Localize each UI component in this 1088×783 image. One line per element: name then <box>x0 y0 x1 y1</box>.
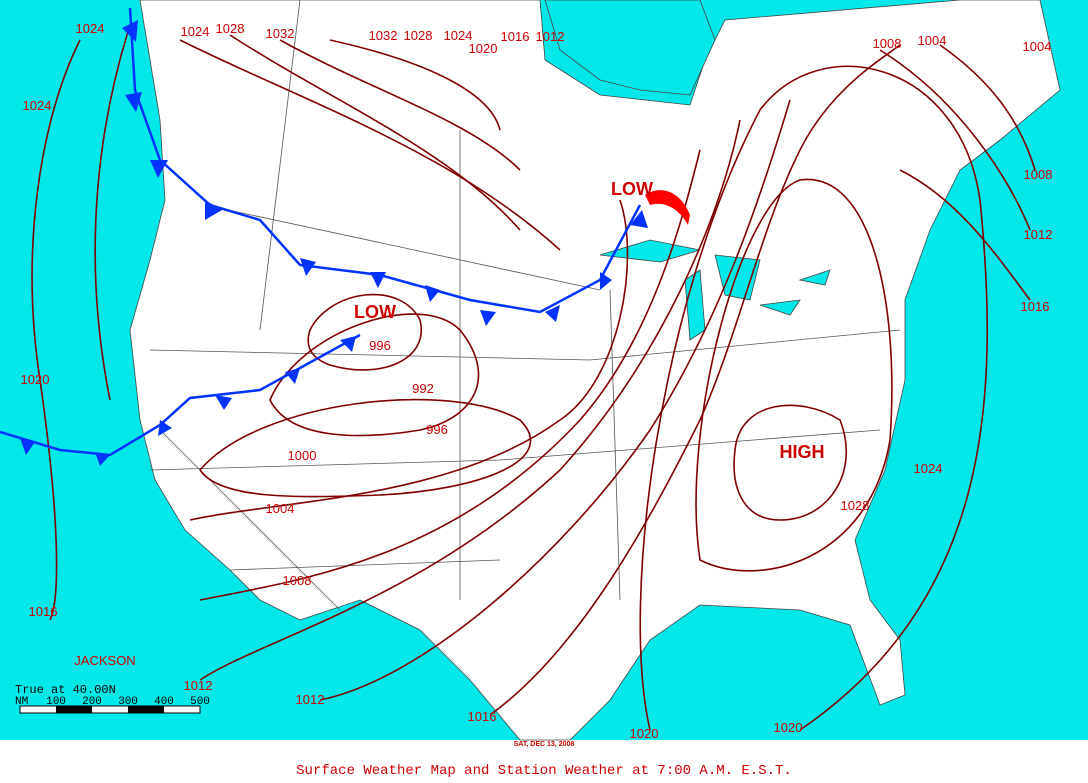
isobar-label: 1028 <box>216 21 245 36</box>
scale-unit: NM <box>15 696 28 708</box>
isobar-label: 1020 <box>21 372 50 387</box>
scale-segment <box>56 706 92 713</box>
isobar-label: 1032 <box>369 28 398 43</box>
caption: Surface Weather Map and Station Weather … <box>296 763 792 779</box>
scale-tick: 300 <box>118 696 138 708</box>
isobar-label: 1000 <box>288 448 317 463</box>
isobar-label: 1020 <box>774 720 803 735</box>
isobar-label: 1024 <box>181 24 210 39</box>
isobar-label: 1020 <box>469 41 498 56</box>
isobar-label: 1024 <box>914 461 943 476</box>
isobar-label: 1016 <box>29 604 58 619</box>
scale-bar <box>19 705 201 714</box>
fronts <box>0 7 690 466</box>
isobar-label: 1008 <box>1024 167 1053 182</box>
isobar-label: 1016 <box>468 709 497 724</box>
scale-outline <box>19 705 201 714</box>
isobar-label: 1028 <box>404 28 433 43</box>
cold-front <box>128 7 642 314</box>
isobar-label: 1004 <box>918 33 947 48</box>
isobar-label: 1024 <box>444 28 473 43</box>
isobar-label: 1016 <box>1021 299 1050 314</box>
place-label: JACKSON <box>74 653 135 668</box>
scale-note: True at 40.00N <box>15 683 116 697</box>
scale-tick: 200 <box>82 696 102 708</box>
borders <box>149 0 901 611</box>
isobar-label: 1012 <box>536 29 565 44</box>
isobar-label: 1028 <box>841 498 870 513</box>
pressure-center: HIGH <box>780 442 825 462</box>
warm-front <box>645 190 690 225</box>
isobar-label: 1004 <box>266 501 295 516</box>
land <box>129 0 1061 741</box>
scale-tick: 500 <box>190 696 210 708</box>
pressure-center: LOW <box>354 302 396 322</box>
isobar-label: 1008 <box>283 573 312 588</box>
isobar-label: 996 <box>369 338 391 353</box>
pressure-center: LOW <box>611 179 653 199</box>
date-stamp: SAT, DEC 13, 2008 <box>514 741 575 748</box>
scale-tick: 400 <box>154 696 174 708</box>
isobar-label: 1024 <box>23 98 52 113</box>
isobar-label: 992 <box>412 381 434 396</box>
isobar-label: 1008 <box>873 36 902 51</box>
scale-segment <box>128 706 164 713</box>
isobars <box>31 24 1036 731</box>
isobar-label: 1020 <box>630 726 659 741</box>
isobar-label: 1012 <box>1024 227 1053 242</box>
isobar-label: 1004 <box>1023 39 1052 54</box>
isobar-label: 1012 <box>296 692 325 707</box>
scale-tick: 100 <box>46 696 66 708</box>
hudson-bay <box>544 0 716 96</box>
isobar-label: 1032 <box>266 26 295 41</box>
isobar-label: 1016 <box>501 29 530 44</box>
isobar-label: 996 <box>426 422 448 437</box>
isobar-label: 1012 <box>184 678 213 693</box>
isobar-label: 1024 <box>76 21 105 36</box>
